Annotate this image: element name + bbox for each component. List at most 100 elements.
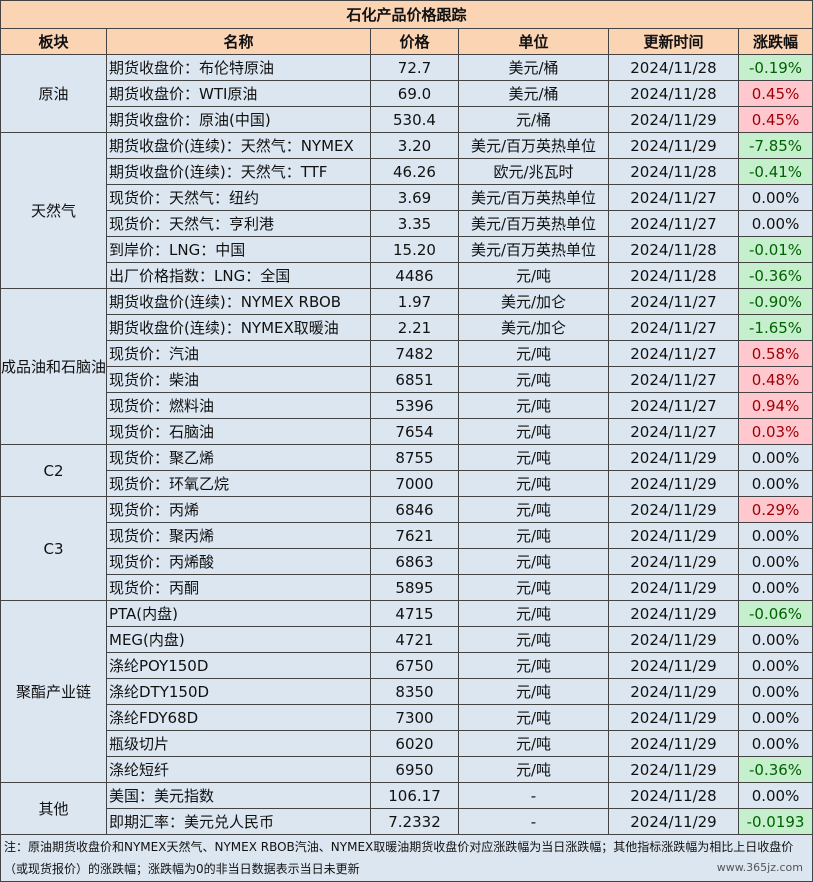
- table-row[interactable]: 涤纶POY150D 6750 元/吨 2024/11/29 0.00%: [1, 652, 813, 679]
- table-row[interactable]: 现货价：丙烯酸 6863 元/吨 2024/11/29 0.00%: [1, 548, 813, 575]
- table-row[interactable]: 天然气 期货收盘价(连续)：天然气：NYMEX 3.20 美元/百万英热单位 2024/…: [0, 132, 813, 289]
- time-cell: 2024/11/27: [608, 366, 739, 393]
- header-category[interactable]: 板块: [0, 28, 107, 55]
- unit-cell: -: [458, 808, 609, 835]
- change-cell: 0.45%: [737, 80, 813, 107]
- time-cell: 2024/11/29: [608, 652, 739, 679]
- unit-cell: 元/吨: [458, 496, 609, 523]
- table-row[interactable]: 即期汇率：美元兑人民币 7.2332-2024/11/29 -0.0193: [1, 808, 813, 835]
- unit-cell: 元/桶: [458, 106, 609, 133]
- unit-cell: 元/吨: [458, 756, 609, 783]
- table-row[interactable]: 原油 期货收盘价：布伦特原油 72.7 美元/桶 2024/11/28 -0.19%: [0, 54, 813, 133]
- header-time[interactable]: 更新时间: [608, 28, 739, 55]
- time-cell: 2024/11/29: [608, 444, 739, 471]
- time-cell: 2024/11/28: [608, 158, 739, 185]
- time-cell: 2024/11/29: [608, 574, 739, 601]
- change-cell: 0.48%: [737, 366, 813, 393]
- time-cell: 2024/11/28: [608, 80, 739, 107]
- header-price[interactable]: 价格: [370, 28, 459, 55]
- header-unit[interactable]: 单位: [458, 28, 609, 55]
- table-row[interactable]: 涤纶短纤 6950 元/吨 2024/11/29 -0.36%: [1, 756, 813, 783]
- change-cell: -0.41%: [737, 158, 813, 185]
- time-cell: 2024/11/27: [608, 340, 739, 367]
- change-cell: 0.00%: [737, 652, 813, 679]
- table-row[interactable]: 出厂价格指数：LNG：全国 4486 元/吨 2024/11/28 -0.36%: [1, 262, 813, 289]
- change-cell: -0.36%: [737, 262, 813, 289]
- table-row[interactable]: 瓶级切片 6020 元/吨 2024/11/29 0.00%: [1, 730, 813, 757]
- unit-cell: 元/吨: [458, 652, 609, 679]
- unit-cell: 美元/加仑: [458, 314, 609, 341]
- table-row[interactable]: 现货价：聚丙烯 7621 元/吨 2024/11/29 0.00%: [1, 522, 813, 549]
- time-cell: 2024/11/29: [608, 522, 739, 549]
- table-row[interactable]: 到岸价：LNG：中国 15.20 美元/百万英热单位 2024/11/28 -0.01%: [1, 236, 813, 263]
- table-row[interactable]: 期货收盘价(连续)：NYMEX取暖油 2.21 美元/加仑 2024/11/27 -1.…: [1, 314, 813, 341]
- table-row[interactable]: C3 现货价：丙烯 6846 元/吨 2024/11/29 0.29%: [0, 496, 813, 601]
- table-row[interactable]: 现货价：柴油 6851 元/吨 2024/11/27 0.48%: [1, 366, 813, 393]
- table-row[interactable]: C2 现货价：聚乙烯 8755 元/吨 2024/11/29 0.00%: [0, 444, 813, 497]
- price-cell: 6846: [370, 496, 459, 523]
- price-cell: 3.69: [370, 184, 459, 211]
- category-cell: 其他: [0, 782, 107, 835]
- price-cell: 7.2332: [370, 808, 459, 835]
- footnote: 注：原油期货收盘价和NYMEX天然气、NYMEX RBOB汽油、NYMEX取暖油…: [0, 834, 813, 882]
- table-row[interactable]: 期货收盘价：原油(中国) 530.4 元/桶 2024/11/29 0.45%: [1, 106, 813, 133]
- time-cell: 2024/11/27: [608, 418, 739, 445]
- change-cell: -0.01%: [737, 236, 813, 263]
- table-row[interactable]: 现货价：天然气：亨利港 3.35 美元/百万英热单位 2024/11/27 0.00%: [1, 210, 813, 237]
- category-cell: 原油: [0, 54, 107, 133]
- header-row: 板块 名称 价格 单位 更新时间 涨跌幅: [0, 28, 813, 55]
- name-cell: 美国：美元指数: [106, 782, 371, 809]
- table-row[interactable]: 现货价：石脑油 7654 元/吨 2024/11/27 0.03%: [1, 418, 813, 445]
- header-name[interactable]: 名称: [106, 28, 371, 55]
- name-cell: 涤纶FDY68D: [106, 704, 371, 731]
- watermark: www.365jz.com: [716, 861, 803, 874]
- unit-cell: 美元/百万英热单位: [458, 184, 609, 211]
- table-row[interactable]: 现货价：天然气：纽约 3.69 美元/百万英热单位 2024/11/27 0.00%: [1, 184, 813, 211]
- table-body: 原油 期货收盘价：布伦特原油 72.7 美元/桶 2024/11/28 -0.19% 期货收…: [0, 54, 813, 835]
- table-row[interactable]: MEG(内盘) 4721 元/吨 2024/11/29 0.00%: [1, 626, 813, 653]
- table-row[interactable]: 现货价：燃料油 5396 元/吨 2024/11/27 0.94%: [1, 392, 813, 419]
- table-row[interactable]: 涤纶DTY150D 8350 元/吨 2024/11/29 0.00%: [1, 678, 813, 705]
- table-row[interactable]: 其他 美国：美元指数 106.17-2024/11/28 0.00%: [0, 782, 813, 835]
- unit-cell: 元/吨: [458, 262, 609, 289]
- unit-cell: 元/吨: [458, 366, 609, 393]
- time-cell: 2024/11/29: [608, 496, 739, 523]
- name-cell: 涤纶POY150D: [106, 652, 371, 679]
- price-cell: 2.21: [370, 314, 459, 341]
- unit-cell: 元/吨: [458, 574, 609, 601]
- table-row[interactable]: 聚酯产业链 PTA(内盘) 4715 元/吨 2024/11/29 -0.06%: [0, 600, 813, 783]
- name-cell: 现货价：柴油: [106, 366, 371, 393]
- price-cell: 3.20: [370, 132, 459, 159]
- name-cell: 现货价：聚乙烯: [106, 444, 371, 471]
- name-cell: 期货收盘价(连续)：天然气：NYMEX: [106, 132, 371, 159]
- name-cell: 现货价：天然气：亨利港: [106, 210, 371, 237]
- time-cell: 2024/11/29: [608, 756, 739, 783]
- price-cell: 72.7: [370, 54, 459, 81]
- time-cell: 2024/11/27: [608, 184, 739, 211]
- unit-cell: 欧元/兆瓦时: [458, 158, 609, 185]
- table-row[interactable]: 现货价：丙酮 5895 元/吨 2024/11/29 0.00%: [1, 574, 813, 601]
- header-change[interactable]: 涨跌幅: [737, 28, 813, 55]
- unit-cell: 元/吨: [458, 470, 609, 497]
- table-row[interactable]: 成品油和石脑油 期货收盘价(连续)：NYMEX RBOB 1.97 美元/加仑 2024…: [0, 288, 813, 445]
- unit-cell: 美元/百万英热单位: [458, 132, 609, 159]
- time-cell: 2024/11/28: [608, 236, 739, 263]
- table-row[interactable]: 期货收盘价：WTI原油 69.0 美元/桶 2024/11/28 0.45%: [1, 80, 813, 107]
- price-cell: 8755: [370, 444, 459, 471]
- name-cell: 期货收盘价(连续)：天然气：TTF: [106, 158, 371, 185]
- table-row[interactable]: 现货价：汽油 7482 元/吨 2024/11/27 0.58%: [1, 340, 813, 367]
- time-cell: 2024/11/29: [608, 600, 739, 627]
- table-row[interactable]: 涤纶FDY68D 7300 元/吨 2024/11/29 0.00%: [1, 704, 813, 731]
- table-row[interactable]: 现货价：环氧乙烷 7000 元/吨 2024/11/29 0.00%: [1, 470, 813, 497]
- change-cell: 0.00%: [737, 548, 813, 575]
- price-cell: 4721: [370, 626, 459, 653]
- change-cell: -7.85%: [737, 132, 813, 159]
- time-cell: 2024/11/27: [608, 392, 739, 419]
- change-cell: -0.06%: [737, 600, 813, 627]
- time-cell: 2024/11/29: [608, 808, 739, 835]
- change-cell: -1.65%: [737, 314, 813, 341]
- table-row[interactable]: 期货收盘价(连续)：天然气：TTF 46.26 欧元/兆瓦时 2024/11/28 -0…: [1, 158, 813, 185]
- name-cell: 涤纶短纤: [106, 756, 371, 783]
